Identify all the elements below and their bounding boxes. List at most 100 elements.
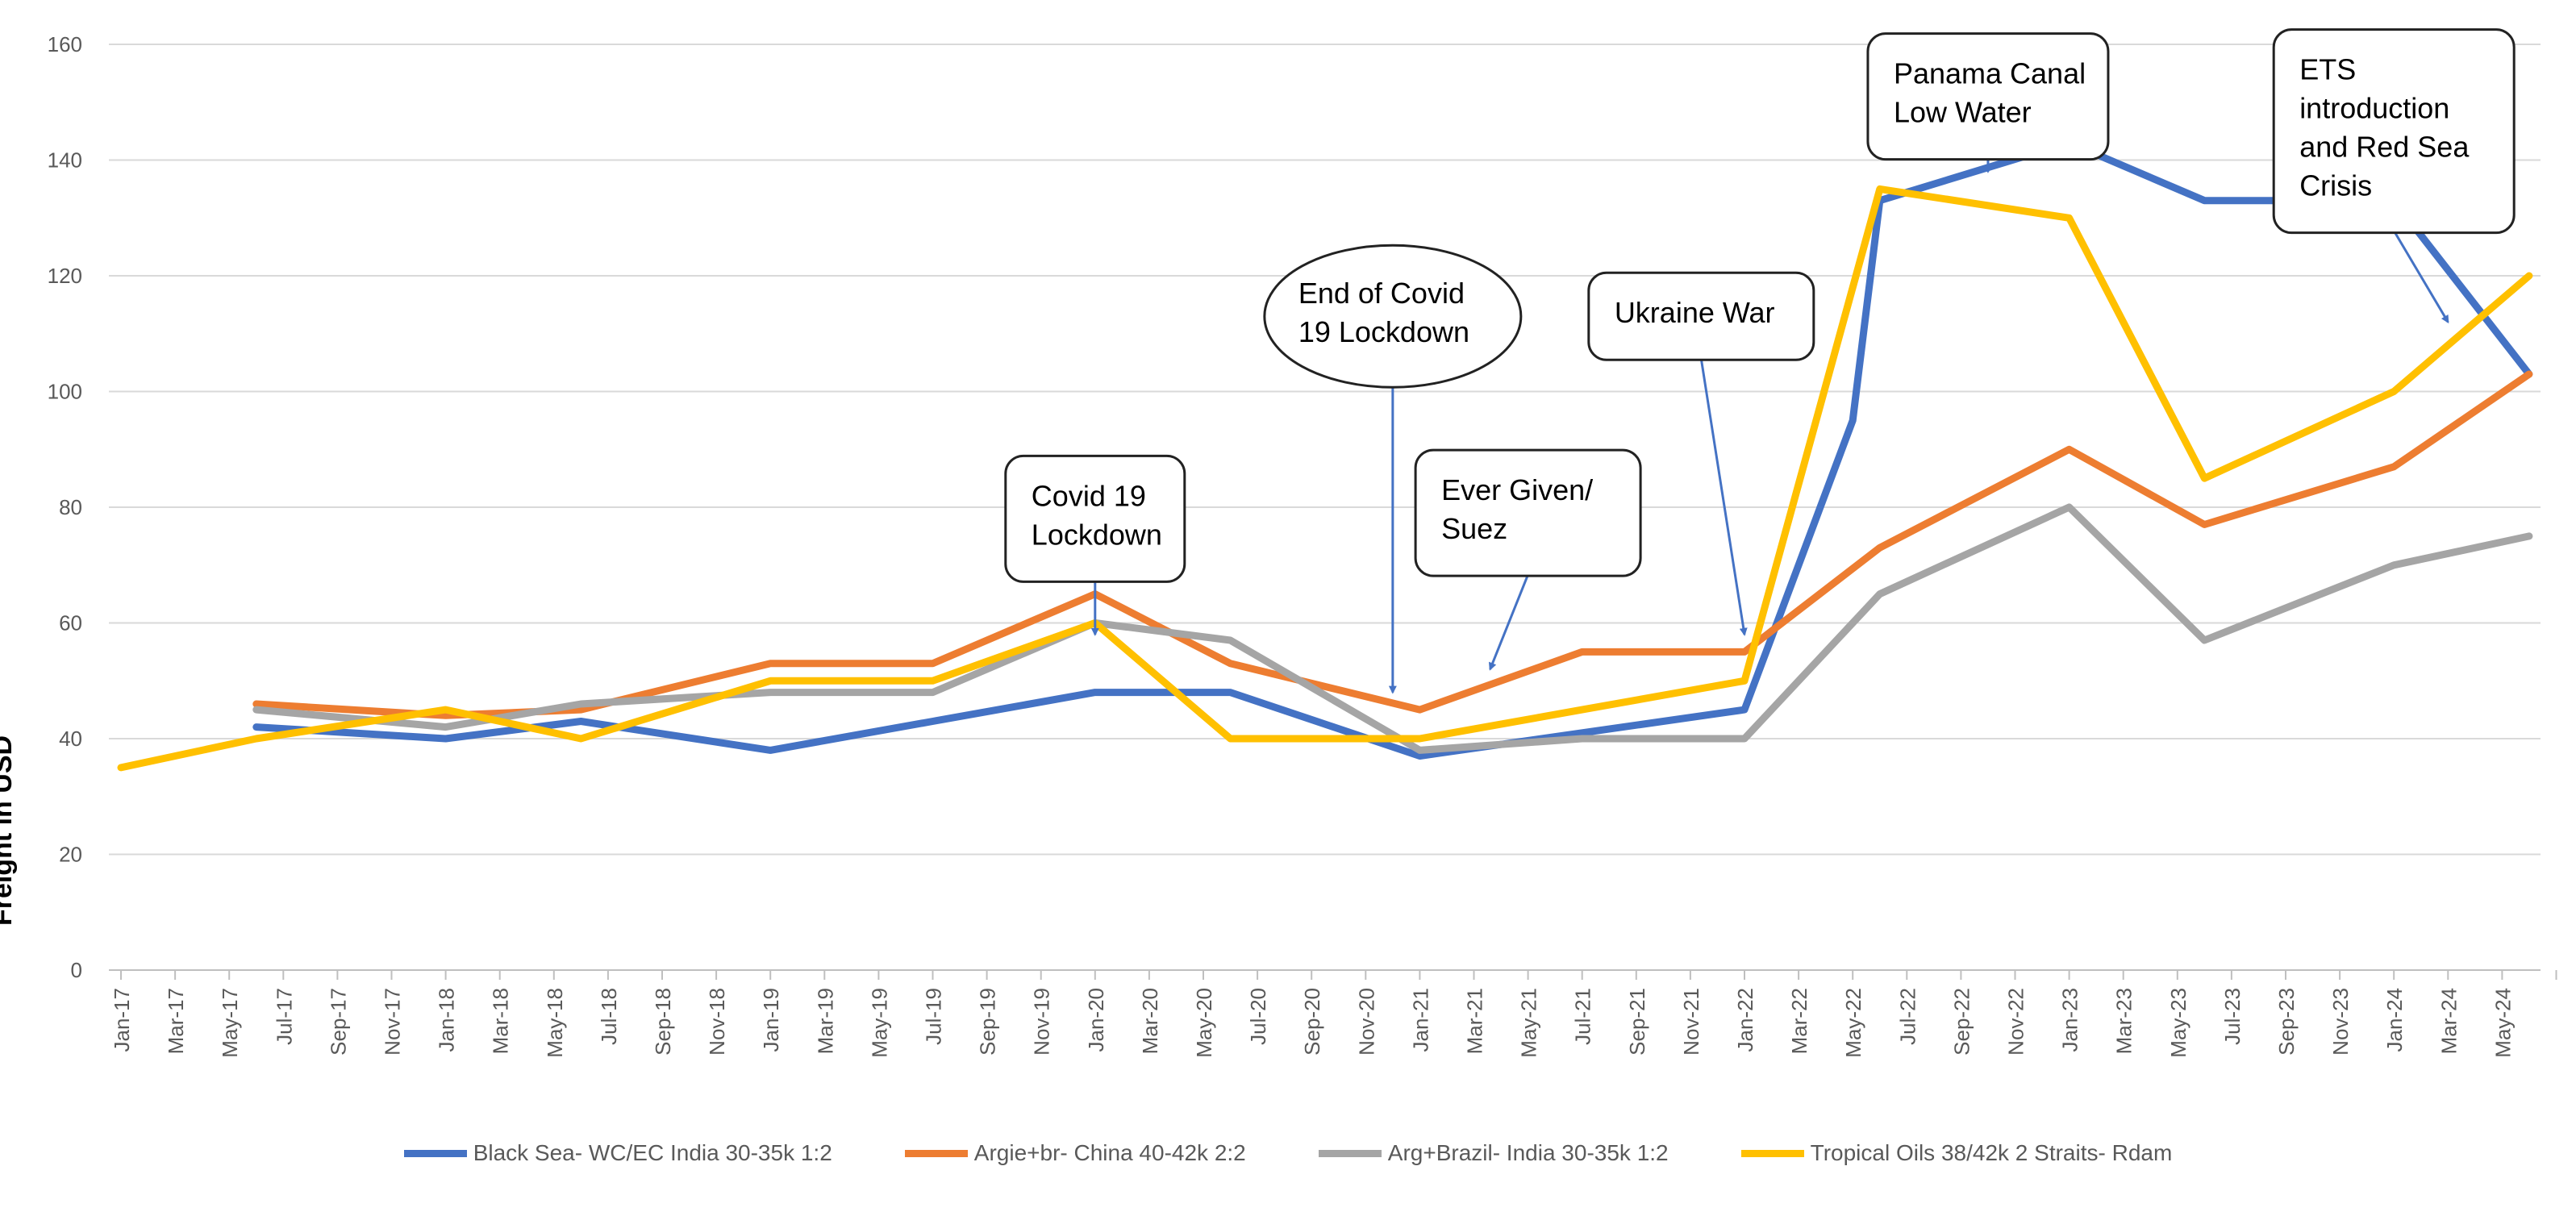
x-tick-label: Jan-20 [1084,988,1108,1052]
y-tick-label: 160 [48,32,82,56]
callout-text-line: Panama Canal [1894,57,2086,90]
callout-box [1587,271,1815,361]
callout-3: Ukraine War [1587,271,1815,636]
legend-label-arg-brazil-india: Arg+Brazil- India 30-35k 1:2 [1387,1140,1669,1165]
y-tick-label: 100 [48,380,82,404]
y-tick-label: 120 [48,264,82,288]
x-tick-label: Jan-21 [1408,988,1432,1052]
x-tick-label: May-19 [867,988,891,1058]
y-tick-label: 20 [59,843,82,867]
x-tick-label: Sep-18 [651,988,675,1056]
x-tick-label: Jan-22 [1733,988,1757,1052]
legend-swatch-arg-brazil-india [1318,1149,1382,1157]
x-tick-label: May-18 [543,988,567,1058]
y-tick-label: 80 [59,495,82,519]
callout-text-line: Suez [1441,512,1507,545]
callout-arrow [1699,358,1748,636]
callout-text-line: and Red Sea [2299,131,2470,164]
callout-text-line: End of Covid [1298,277,1465,310]
series-line-3 [117,185,2533,772]
callout-text-line: Ukraine War [1615,296,1775,329]
x-tick-label: Jul-20 [1246,988,1270,1045]
x-tick-label: Nov-18 [705,988,729,1056]
series-line-2 [252,503,2533,754]
callout-text-line: Covid 19 [1032,479,1146,512]
x-tick-label: Jul-19 [922,988,946,1045]
callout-box [1414,448,1642,577]
x-tick-label: Mar-20 [1138,988,1162,1054]
legend-swatch-tropical-oils [1740,1149,1804,1157]
x-tick-label: Jan-17 [110,988,134,1052]
legend-item-tropical-oils: Tropical Oils 38/42k 2 Straits- Rdam [1740,1140,2173,1166]
x-tick-label: Nov-17 [381,988,405,1056]
x-tick-label: May-23 [2166,988,2190,1058]
y-tick-label: 60 [59,611,82,635]
x-tick-label: Mar-21 [1463,988,1487,1054]
legend-label-tropical-oils: Tropical Oils 38/42k 2 Straits- Rdam [1810,1140,2173,1165]
callout-text-line: Crisis [2299,169,2372,202]
legend: Black Sea- WC/EC India 30-35k 1:2 Argie+… [0,1129,2576,1177]
callout-box [2272,28,2516,235]
x-tick-label: Jul-17 [272,988,296,1045]
callout-arrow [2392,230,2449,324]
x-tick-label: Jul-23 [2220,988,2245,1045]
x-tick-label: Jan-18 [435,988,459,1052]
x-tick-label: Sep-22 [1949,988,1974,1056]
x-tick-label: Jan-24 [2382,988,2407,1052]
callout-1: End of Covid 19 Lockdown [1263,244,1523,694]
x-tick-label: Nov-22 [2004,988,2028,1056]
legend-swatch-black-sea [403,1149,467,1157]
x-tick-label: Mar-19 [813,988,837,1054]
x-tick-label: Jul-22 [1895,988,1919,1045]
x-tick-label: Mar-23 [2112,988,2136,1054]
x-tick-label: May-22 [1841,988,1865,1058]
callout-2: Ever Given/Suez [1414,448,1642,671]
series-line-1 [252,370,2533,719]
callout-4: Panama Canal Low Water [1866,32,2110,173]
legend-label-argie-china: Argie+br- China 40-42k 2:2 [973,1140,1246,1165]
x-tick-label: May-21 [1517,988,1541,1058]
callout-0: Covid 19 Lockdown [1004,454,1186,636]
legend-item-argie-china: Argie+br- China 40-42k 2:2 [904,1140,1246,1166]
callout-box [1004,454,1186,583]
y-tick-label: 40 [59,727,82,751]
callout-ellipse [1263,244,1523,389]
x-tick-label: Mar-17 [164,988,188,1054]
callout-5: ETS introduction and Red Sea Crisis [2272,28,2516,324]
x-tick-label: Sep-17 [326,988,350,1056]
x-tick-label: May-24 [2491,988,2515,1058]
x-tick-label: Sep-20 [1300,988,1324,1056]
legend-label-black-sea: Black Sea- WC/EC India 30-35k 1:2 [473,1140,832,1165]
x-tick-label: Mar-24 [2436,988,2461,1054]
callout-text-line: Low Water [1894,96,2032,129]
x-tick-label: May-20 [1192,988,1216,1058]
x-tick-label: Nov-21 [1679,988,1703,1056]
y-axis-label: Freight in USD [0,735,18,926]
x-tick-label: Jul-21 [1571,988,1595,1045]
x-tick-label: Sep-21 [1625,988,1649,1056]
legend-item-arg-brazil-india: Arg+Brazil- India 30-35k 1:2 [1318,1140,1669,1166]
x-tick-label: Mar-18 [489,988,513,1054]
y-tick-label: 140 [48,148,82,173]
x-tick-label: Nov-19 [1030,988,1054,1056]
callout-text-line: 19 Lockdown [1298,315,1469,348]
legend-swatch-argie-china [904,1149,968,1157]
x-tick-label: May-17 [218,988,242,1058]
x-tick-label: Sep-23 [2274,988,2299,1056]
callout-text-line: Ever Given/ [1441,473,1593,506]
callout-box [1866,32,2110,161]
callout-text-line: Lockdown [1032,518,1162,551]
x-tick-label: Jan-23 [2058,988,2082,1052]
y-tick-label: 0 [71,958,82,982]
x-tick-label: Nov-20 [1354,988,1378,1056]
legend-item-black-sea: Black Sea- WC/EC India 30-35k 1:2 [403,1140,832,1166]
callout-arrow [1488,574,1529,671]
x-tick-label: Mar-22 [1787,988,1811,1054]
callout-text-line: ETS [2299,53,2356,86]
callout-text-line: introduction [2299,92,2449,125]
x-tick-label: Sep-19 [976,988,1000,1056]
x-tick-label: Jul-18 [597,988,621,1045]
x-tick-label: Jan-19 [759,988,783,1052]
x-tick-label: Nov-23 [2328,988,2353,1056]
line-chart: Freight in USD 0 20 40 60 80 100 120 140 160 Jan… [0,28,2557,1058]
